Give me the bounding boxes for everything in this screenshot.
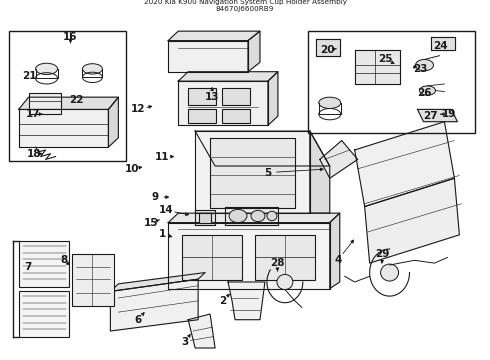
Polygon shape	[195, 131, 310, 213]
Text: 25: 25	[378, 54, 393, 64]
Polygon shape	[168, 222, 330, 289]
Bar	[182, 235, 242, 280]
Text: 3: 3	[182, 337, 189, 347]
Polygon shape	[210, 138, 295, 208]
Text: 2: 2	[220, 296, 227, 306]
Text: 2020 Kia K900 Navigation System Cup Holder Assembly
84670J6600RB9: 2020 Kia K900 Navigation System Cup Hold…	[144, 0, 346, 12]
Bar	[199, 213, 211, 222]
Polygon shape	[268, 72, 278, 126]
Circle shape	[277, 274, 293, 289]
Bar	[28, 93, 61, 114]
Polygon shape	[110, 279, 198, 331]
Text: 27: 27	[423, 111, 438, 121]
Bar	[19, 291, 69, 337]
Polygon shape	[178, 72, 278, 81]
Polygon shape	[168, 213, 340, 222]
Polygon shape	[19, 109, 108, 147]
Bar	[222, 109, 250, 123]
Bar	[255, 235, 315, 280]
Text: 4: 4	[334, 255, 342, 265]
Text: 10: 10	[125, 164, 140, 174]
Ellipse shape	[419, 86, 436, 95]
Ellipse shape	[267, 211, 277, 221]
Polygon shape	[355, 50, 399, 84]
Polygon shape	[355, 122, 454, 207]
Polygon shape	[225, 207, 278, 225]
Bar	[222, 88, 250, 105]
Polygon shape	[110, 273, 205, 291]
Ellipse shape	[251, 210, 265, 222]
Bar	[19, 242, 69, 287]
Text: 29: 29	[375, 249, 390, 259]
Polygon shape	[19, 97, 119, 109]
Polygon shape	[417, 109, 457, 122]
Text: 21: 21	[23, 71, 37, 81]
Bar	[308, 31, 475, 133]
Text: 14: 14	[159, 205, 173, 215]
Ellipse shape	[82, 64, 102, 74]
Bar	[188, 88, 216, 105]
Text: 5: 5	[264, 168, 271, 177]
Polygon shape	[195, 210, 215, 225]
Text: 16: 16	[63, 32, 78, 42]
Text: 6: 6	[135, 315, 142, 325]
Text: 19: 19	[442, 109, 457, 119]
Text: 24: 24	[433, 41, 448, 51]
Text: 11: 11	[155, 152, 170, 162]
Polygon shape	[188, 314, 215, 348]
Polygon shape	[248, 31, 260, 72]
Polygon shape	[108, 97, 119, 147]
Ellipse shape	[416, 59, 434, 71]
Polygon shape	[228, 282, 265, 320]
Bar	[188, 109, 216, 123]
Text: 17: 17	[26, 109, 41, 119]
Text: 12: 12	[131, 104, 146, 114]
Polygon shape	[310, 131, 330, 213]
Text: 7: 7	[24, 262, 31, 272]
Ellipse shape	[229, 210, 247, 222]
Text: 18: 18	[26, 149, 41, 159]
Text: 1: 1	[159, 229, 166, 239]
Bar	[73, 254, 114, 306]
Text: 8: 8	[60, 255, 67, 265]
Polygon shape	[316, 39, 340, 56]
Ellipse shape	[36, 63, 57, 75]
Text: 15: 15	[144, 217, 159, 228]
Circle shape	[381, 264, 398, 281]
Text: 22: 22	[69, 95, 84, 105]
Text: 23: 23	[413, 64, 428, 74]
Polygon shape	[178, 81, 268, 126]
Bar	[9, 31, 126, 161]
Ellipse shape	[319, 97, 341, 108]
Polygon shape	[330, 213, 340, 289]
Text: 28: 28	[270, 258, 284, 268]
Polygon shape	[168, 41, 248, 72]
Text: 20: 20	[320, 45, 335, 55]
Polygon shape	[365, 178, 460, 263]
Polygon shape	[168, 31, 260, 41]
Text: 9: 9	[152, 192, 159, 202]
Text: 13: 13	[205, 92, 220, 102]
Text: 26: 26	[417, 89, 432, 98]
Polygon shape	[195, 131, 330, 166]
Polygon shape	[320, 140, 358, 178]
Polygon shape	[432, 37, 455, 50]
